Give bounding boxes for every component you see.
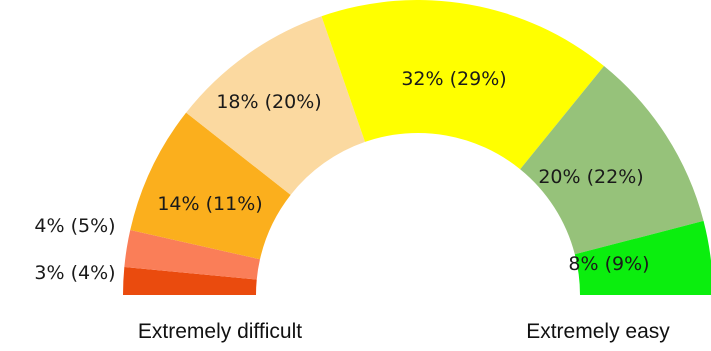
segment-label-1: 3% (4%) — [34, 262, 115, 284]
segment-labels-layer: 3% (4%) 4% (5%) 14% (11%) 18% (20%) 32% (29%… — [34, 68, 649, 284]
segment-label-2: 4% (5%) — [34, 215, 115, 237]
scale-label-left: Extremely difficult — [138, 320, 302, 343]
gauge-segment-6 — [520, 66, 704, 255]
scale-label-right: Extremely easy — [526, 320, 670, 343]
segment-label-6: 20% (22%) — [538, 166, 643, 188]
gauge-segment-4 — [186, 16, 366, 195]
segment-label-4: 18% (20%) — [216, 91, 321, 113]
segment-label-5: 32% (29%) — [401, 68, 506, 90]
gauge-segment-5 — [321, 0, 605, 170]
gauge-segment-2 — [124, 230, 260, 280]
segments-layer — [123, 0, 711, 295]
segment-label-3: 14% (11%) — [157, 193, 262, 215]
gauge-segment-3 — [130, 112, 291, 260]
gauge-segment-7 — [574, 220, 711, 295]
segment-label-7: 8% (9%) — [568, 253, 649, 275]
gauge-segment-1 — [123, 266, 257, 295]
